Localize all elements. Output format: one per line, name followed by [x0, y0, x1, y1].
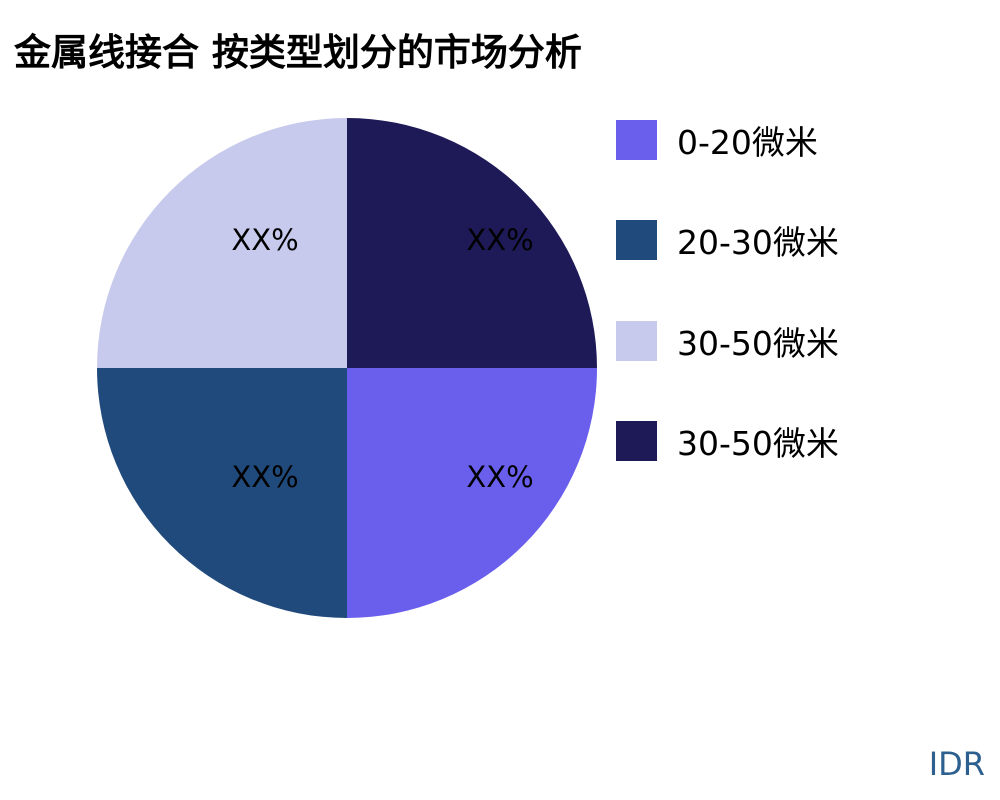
chart-title: 金属线接合 按类型划分的市场分析	[14, 31, 582, 74]
pie-slice-top-right	[347, 118, 597, 368]
legend-swatch-30-50um-light	[616, 321, 657, 361]
legend-label-30-50um-dark: 30-50微米	[677, 424, 839, 463]
pie-svg	[97, 118, 597, 618]
pie-slice-top-left	[97, 118, 347, 368]
pie-slice-bottom-right	[347, 368, 597, 618]
legend-swatch-20-30um	[616, 220, 657, 260]
legend-swatch-30-50um-dark	[616, 421, 657, 461]
legend-item-0-20um: 0-20微米	[616, 120, 818, 162]
legend-swatch-0-20um	[616, 120, 657, 160]
legend-label-0-20um: 0-20微米	[677, 123, 818, 162]
pie-slice-label-top-left: XX%	[231, 223, 299, 257]
pie-slice-label-top-right: XX%	[466, 223, 534, 257]
legend-item-30-50um-light: 30-50微米	[616, 321, 839, 363]
legend-label-30-50um-light: 30-50微米	[677, 324, 839, 363]
legend-label-20-30um: 20-30微米	[677, 223, 839, 262]
pie-slice-bottom-left	[97, 368, 347, 618]
pie-slice-label-bottom-right: XX%	[466, 460, 534, 494]
legend-item-30-50um-dark: 30-50微米	[616, 421, 839, 463]
pie-slice-label-bottom-left: XX%	[231, 460, 299, 494]
legend-item-20-30um: 20-30微米	[616, 220, 839, 262]
pie-chart	[97, 118, 597, 618]
watermark-idr: IDR	[928, 745, 985, 783]
